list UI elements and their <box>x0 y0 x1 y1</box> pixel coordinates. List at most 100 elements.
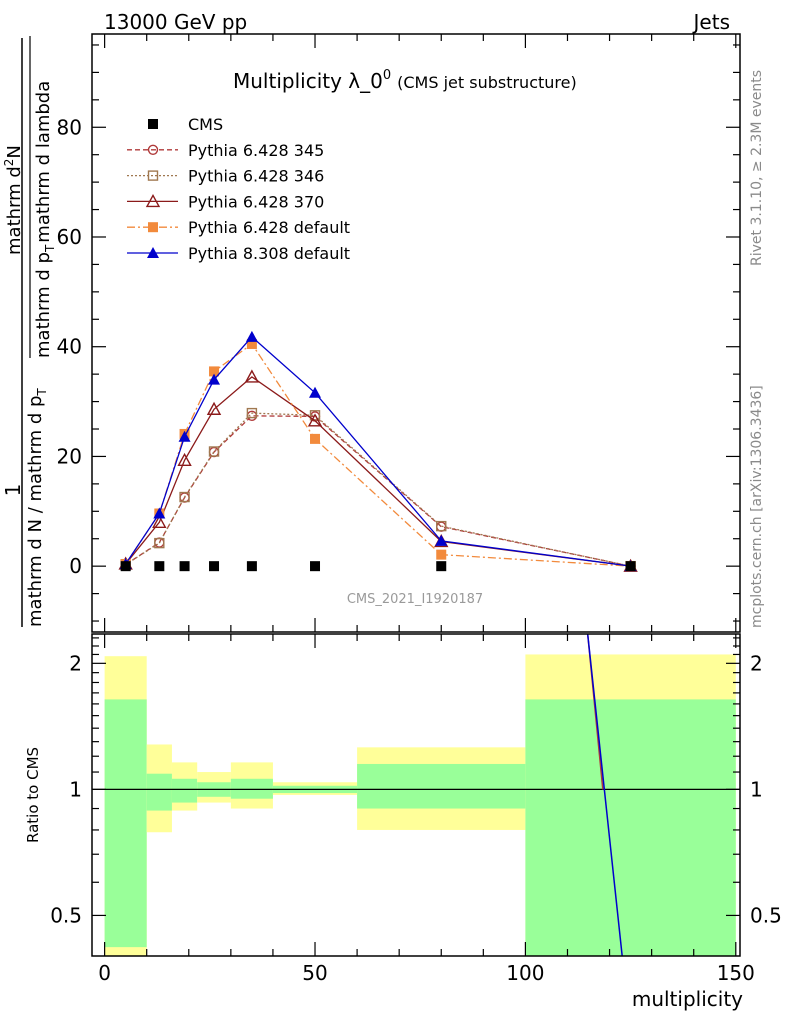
ratio-axes: 0.5 0.5 1 1 2 2 0 50 100 150 <box>50 634 782 985</box>
data-point-cms <box>625 561 636 572</box>
legend-label-cms: CMS <box>188 115 223 134</box>
legend-entry-pythia-6-428-345: Pythia 6.428 345 <box>127 141 324 160</box>
legend-marker-pythia-6-428-370 <box>145 193 161 208</box>
uncertainty-band-inner <box>525 699 736 956</box>
y-tick-label: 60 <box>57 225 82 249</box>
uncertainty-band-inner <box>171 778 198 803</box>
ylabel-denominator: mathrm d N / mathrm d pT <box>25 388 49 627</box>
legend-label-pythia-6-428-345: Pythia 6.428 345 <box>188 141 324 160</box>
data-point-cms <box>120 561 131 572</box>
series-line-pythia-6-428-345 <box>125 415 631 567</box>
data-point-pythia-8-308-default <box>178 430 191 442</box>
ratio-y-tick-label-right: 0.5 <box>750 903 782 927</box>
data-point-pythia-6-428-default <box>436 549 447 560</box>
x-tick-label: 150 <box>717 961 755 985</box>
ylabel-inner-numerator: mathrm d2N <box>2 145 25 255</box>
analysis-watermark: CMS_2021_I1920187 <box>347 592 483 607</box>
y-tick-label: 80 <box>57 115 82 139</box>
data-point-pythia-6-428-346 <box>154 537 165 549</box>
data-point-pythia-8-308-default <box>435 534 448 546</box>
legend-marker-pythia-6-428-default <box>148 222 158 233</box>
legend-label-pythia-8-308-default: Pythia 8.308 default <box>188 244 350 263</box>
ratio-y-tick-label: 1 <box>69 777 82 801</box>
data-point-pythia-6-428-370 <box>206 401 222 415</box>
data-point-cms <box>310 561 321 572</box>
data-point-cms <box>209 561 220 572</box>
rivet-info: Rivet 3.1.10, ≥ 2.3M events <box>749 70 765 266</box>
legend-entry-pythia-6-428-default: Pythia 6.428 default <box>127 218 350 237</box>
series-pythia-8-308-default <box>119 330 637 572</box>
ratio-panel: 0.5 0.5 1 1 2 2 0 50 100 150 Ratio to CMS multipl… <box>24 633 782 1011</box>
main-plot-area <box>118 330 638 572</box>
ratio-plot-area <box>92 633 740 957</box>
y-tick-label: 20 <box>57 444 82 468</box>
ylabel-numerator: 1 <box>1 484 25 497</box>
y-tick-label: 40 <box>57 335 82 359</box>
data-point-pythia-6-428-370 <box>177 452 192 466</box>
series-cms <box>120 561 636 572</box>
series-line-pythia-6-428-346 <box>125 412 631 567</box>
main-axes: 0 20 40 60 80 <box>57 34 740 632</box>
ratio-y-tick-label-right: 2 <box>750 651 763 675</box>
plot-title-sub: (CMS jet substructure) <box>397 73 577 92</box>
y-tick-label: 0 <box>69 554 82 578</box>
uncertainty-band-inner <box>104 699 147 948</box>
mcplots-info: mcplots.cern.ch [arXiv:1306.3436] <box>749 385 765 628</box>
main-frame <box>91 33 741 633</box>
data-point-pythia-8-308-default <box>208 373 221 385</box>
plot-title-sup: 0 <box>383 68 391 83</box>
data-point-pythia-8-308-default <box>153 507 166 519</box>
data-point-pythia-6-428-370 <box>307 413 323 427</box>
series-pythia-6-428-346 <box>120 407 636 572</box>
data-point-pythia-6-428-346 <box>246 407 258 419</box>
data-point-cms <box>246 561 257 572</box>
data-point-cms <box>436 561 447 572</box>
ratio-ylabel: Ratio to CMS <box>24 747 42 843</box>
x-tick-label: 0 <box>98 961 111 985</box>
legend: CMS Pythia 6.428 345 Pythia 6.428 346 Pythi… <box>127 115 350 263</box>
plot-title: Multiplicity λ_00 (CMS jet substructure) <box>233 68 577 93</box>
xlabel: multiplicity <box>632 987 743 1011</box>
ratio-y-tick-label-right: 1 <box>750 777 763 801</box>
legend-marker-pythia-6-428-345 <box>147 144 159 156</box>
legend-marker-pythia-6-428-346 <box>147 170 159 181</box>
legend-label-pythia-6-428-346: Pythia 6.428 346 <box>188 167 324 186</box>
x-tick-label: 100 <box>506 961 544 985</box>
legend-entry-pythia-6-428-370: Pythia 6.428 370 <box>127 192 324 211</box>
data-point-cms <box>179 561 190 572</box>
data-point-pythia-6-428-346 <box>208 446 220 457</box>
legend-label-pythia-6-428-default: Pythia 6.428 default <box>188 218 350 237</box>
uncertainty-band-inner <box>146 773 172 811</box>
data-point-pythia-8-308-default <box>309 386 322 398</box>
header-right: Jets <box>692 10 730 34</box>
legend-marker-cms <box>148 119 158 129</box>
legend-entry-pythia-8-308-default: Pythia 8.308 default <box>127 244 350 263</box>
data-point-pythia-6-428-default <box>209 366 220 377</box>
data-point-cms <box>154 561 165 572</box>
data-point-pythia-6-428-346 <box>309 410 321 421</box>
ratio-line <box>586 633 623 957</box>
legend-entry-cms: CMS <box>148 115 223 134</box>
series-pythia-6-428-345 <box>120 410 636 572</box>
legend-marker-pythia-8-308-default <box>147 247 159 258</box>
plot-title-main: Multiplicity λ_0 <box>233 69 383 93</box>
series-line-pythia-8-308-default <box>125 335 631 567</box>
data-point-pythia-6-428-default <box>310 433 321 444</box>
uncertainty-band-inner <box>357 763 526 809</box>
data-point-pythia-6-428-default <box>246 338 257 349</box>
header-left: 13000 GeV pp <box>104 10 247 34</box>
ratio-y-tick-label: 0.5 <box>50 903 82 927</box>
data-point-pythia-6-428-370 <box>152 514 167 528</box>
ratio-y-tick-label: 2 <box>69 651 82 675</box>
x-tick-label: 50 <box>302 961 327 985</box>
data-point-pythia-6-428-346 <box>179 491 190 503</box>
ylabel-inner-denominator: mathrm d pTmathrm d lambda <box>33 81 57 358</box>
legend-entry-pythia-6-428-346: Pythia 6.428 346 <box>127 167 324 186</box>
data-point-pythia-8-308-default <box>245 330 258 342</box>
ratio-frame <box>91 633 741 957</box>
series-line-pythia-6-428-default <box>125 343 631 567</box>
data-point-pythia-6-428-346 <box>436 520 447 532</box>
series-pythia-6-428-default <box>120 338 636 572</box>
